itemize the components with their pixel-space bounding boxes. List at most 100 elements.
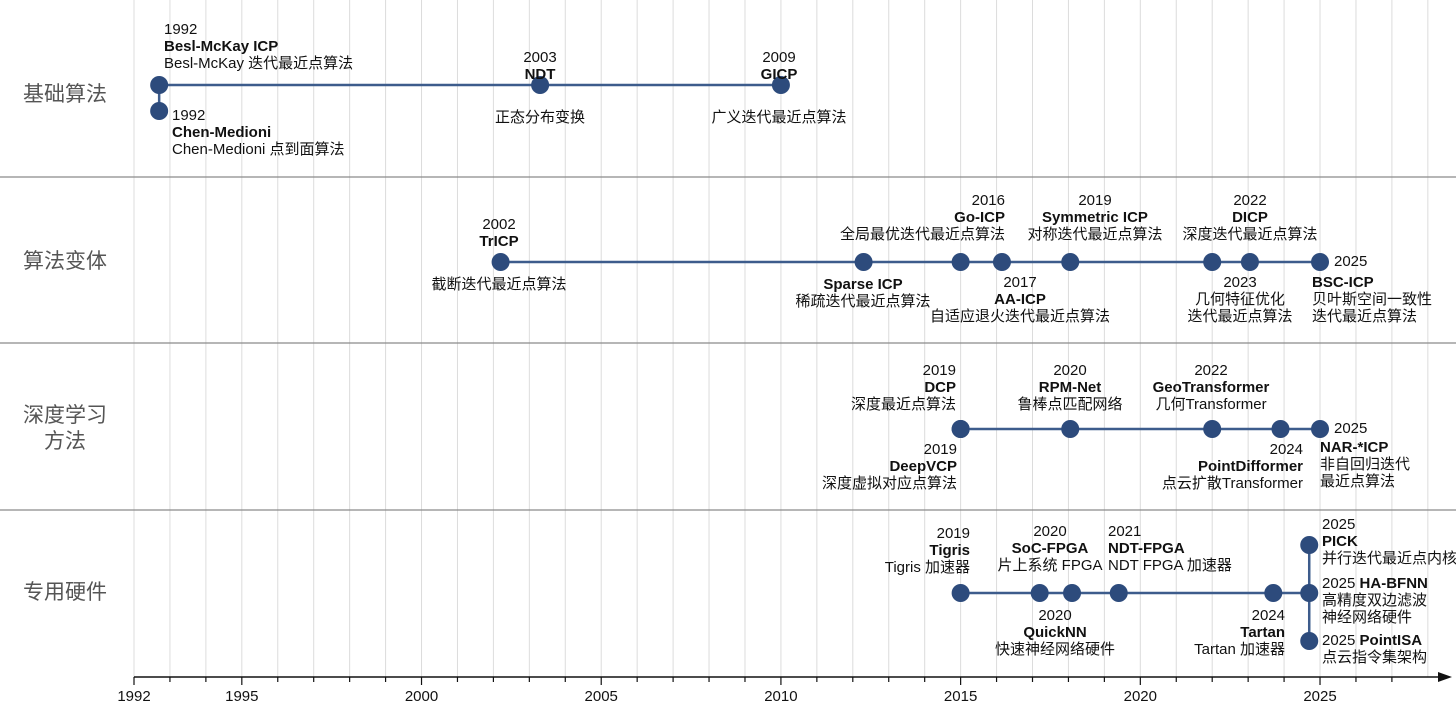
- event-year: 2023: [1223, 274, 1257, 291]
- lane-label: 算法变体: [23, 250, 107, 273]
- event-name: Tartan: [1240, 624, 1285, 641]
- event-label: 2019 Tigris Tigris 加速器: [885, 525, 970, 576]
- event-name: PICK: [1322, 533, 1358, 550]
- event-node: [1061, 253, 1080, 271]
- event-node: [854, 253, 873, 271]
- event-description: 几何Transformer: [1155, 396, 1267, 413]
- event-year: 2019: [922, 362, 956, 379]
- event-name: Besl-McKay ICP: [164, 38, 279, 55]
- event-year: 2003: [523, 49, 557, 66]
- event-node: [951, 584, 970, 602]
- event-year: 2009: [762, 49, 796, 66]
- x-tick-label: 1995: [225, 688, 259, 705]
- event-label: 2022 GeoTransformer 几何Transformer: [1011, 362, 1411, 413]
- event-label: 2024 PointDifformer 点云扩散Transformer: [1162, 441, 1303, 492]
- event-year: 2025: [1334, 253, 1368, 270]
- event-name: RPM-Net: [1038, 379, 1102, 396]
- event-name: NDT: [524, 66, 556, 83]
- event-description: 点云扩散Transformer: [1161, 475, 1303, 492]
- event-name: TrICP: [479, 233, 519, 250]
- event-description: Besl-McKay 迭代最近点算法: [164, 55, 354, 72]
- event-name: PointISA: [1359, 632, 1423, 649]
- event-name: PointDifformer: [1198, 458, 1303, 475]
- event-description: 最近点算法: [1320, 473, 1396, 490]
- event-label: 2025 PointISA 点云指令集架构: [1322, 632, 1427, 666]
- event-description: NDT FPGA 加速器: [1108, 557, 1232, 574]
- event-name: Chen-Medioni: [172, 124, 272, 141]
- event-label: 2002 TrICP: [299, 216, 699, 250]
- event-node: [1300, 584, 1319, 602]
- event-label: 广义迭代最近点算法: [579, 109, 979, 126]
- event-description: Tartan 加速器: [1194, 641, 1285, 658]
- event-year: 2019: [923, 441, 957, 458]
- event-node: [951, 420, 970, 438]
- event-node: [531, 76, 550, 94]
- x-tick-label: 2010: [764, 688, 798, 705]
- event-label: 2020 SoC-FPGA 片上系统 FPGA: [850, 523, 1250, 574]
- event-year: 2019: [936, 525, 970, 542]
- event-year: 2025: [1322, 632, 1356, 649]
- lane-label: 深度学习 方法: [23, 404, 107, 453]
- event-description: 广义迭代最近点算法: [711, 109, 847, 126]
- event-description: 鲁棒点匹配网络: [1017, 396, 1123, 413]
- event-node: [1264, 584, 1283, 602]
- event-label: 2019 Symmetric ICP 对称迭代最近点算法: [895, 192, 1295, 243]
- event-label: 2025 PICK 并行迭代最近点内核: [1322, 516, 1456, 567]
- event-label: 2009 GICP: [579, 49, 979, 83]
- event-description: 快速神经网络硬件: [994, 641, 1115, 658]
- event-label: 截断迭代最近点算法: [299, 276, 699, 293]
- event-label: 2017 AA-ICP 自适应退火迭代最近点算法: [820, 274, 1220, 325]
- event-name: NDT-FPGA: [1108, 540, 1185, 557]
- event-description: 神经网络硬件: [1322, 609, 1413, 626]
- event-description: 自适应退火迭代最近点算法: [929, 308, 1110, 325]
- event-year: 2025: [1322, 575, 1356, 592]
- x-tick-label: 2015: [943, 688, 978, 705]
- event-year: 2002: [482, 216, 516, 233]
- event-node: [992, 253, 1011, 271]
- event-node: [1311, 420, 1330, 438]
- event-year: 2020: [1033, 523, 1067, 540]
- event-name: NAR-*ICP: [1320, 439, 1389, 456]
- event-label: 正态分布变换: [340, 109, 740, 126]
- event-node: [1300, 536, 1319, 554]
- event-label: 2022 DICP 深度迭代最近点算法: [1050, 192, 1450, 243]
- x-tick-label: 1992: [117, 688, 151, 705]
- event-description: 非自回归迭代: [1320, 456, 1411, 473]
- event-node: [951, 253, 970, 271]
- event-label: 2019 DeepVCP 深度虚拟对应点算法: [822, 441, 957, 492]
- event-node: [1203, 253, 1222, 271]
- event-description: Chen-Medioni 点到面算法: [172, 141, 345, 158]
- event-year: 2020: [1038, 607, 1072, 624]
- event-label: 2025 HA-BFNN 高精度双边滤波 神经网络硬件: [1322, 575, 1428, 626]
- event-node: [1311, 253, 1330, 271]
- event-name: Tigris: [929, 542, 970, 559]
- event-year: 2016: [971, 192, 1005, 209]
- event-description: Tigris 加速器: [884, 559, 970, 576]
- event-description: 正态分布变换: [494, 109, 585, 126]
- event-node: [1063, 584, 1082, 602]
- event-description: 全局最优迭代最近点算法: [839, 226, 1005, 243]
- event-heading: 2025 PointISA: [1322, 632, 1427, 649]
- event-node: [1109, 584, 1128, 602]
- event-node: [1240, 253, 1259, 271]
- event-name: DICP: [1232, 209, 1268, 226]
- event-year: 2021: [1108, 523, 1142, 540]
- event-label: 2024 Tartan Tartan 加速器: [1194, 607, 1285, 658]
- event-year: 2017: [1003, 274, 1037, 291]
- event-description: 点云指令集架构: [1322, 649, 1428, 666]
- lane-label: 基础算法: [23, 83, 107, 106]
- event-node: [1203, 420, 1222, 438]
- event-name: Go-ICP: [954, 209, 1005, 226]
- x-tick-label: 2005: [584, 688, 618, 705]
- event-description: 贝叶斯空间一致性: [1312, 291, 1433, 308]
- event-description: 深度最近点算法: [850, 396, 956, 413]
- event-description: 迭代最近点算法: [1187, 308, 1293, 325]
- event-name: QuickNN: [1023, 624, 1087, 641]
- event-name: AA-ICP: [994, 291, 1046, 308]
- event-label: 2016 Go-ICP 全局最优迭代最近点算法: [840, 192, 1005, 243]
- event-label: 1992 Besl-McKay ICP Besl-McKay 迭代最近点算法: [164, 21, 353, 72]
- event-label: 2025: [1334, 420, 1367, 437]
- lane-label: 专用硬件: [23, 581, 107, 604]
- event-node: [771, 76, 790, 94]
- event-description: 截断迭代最近点算法: [431, 276, 567, 293]
